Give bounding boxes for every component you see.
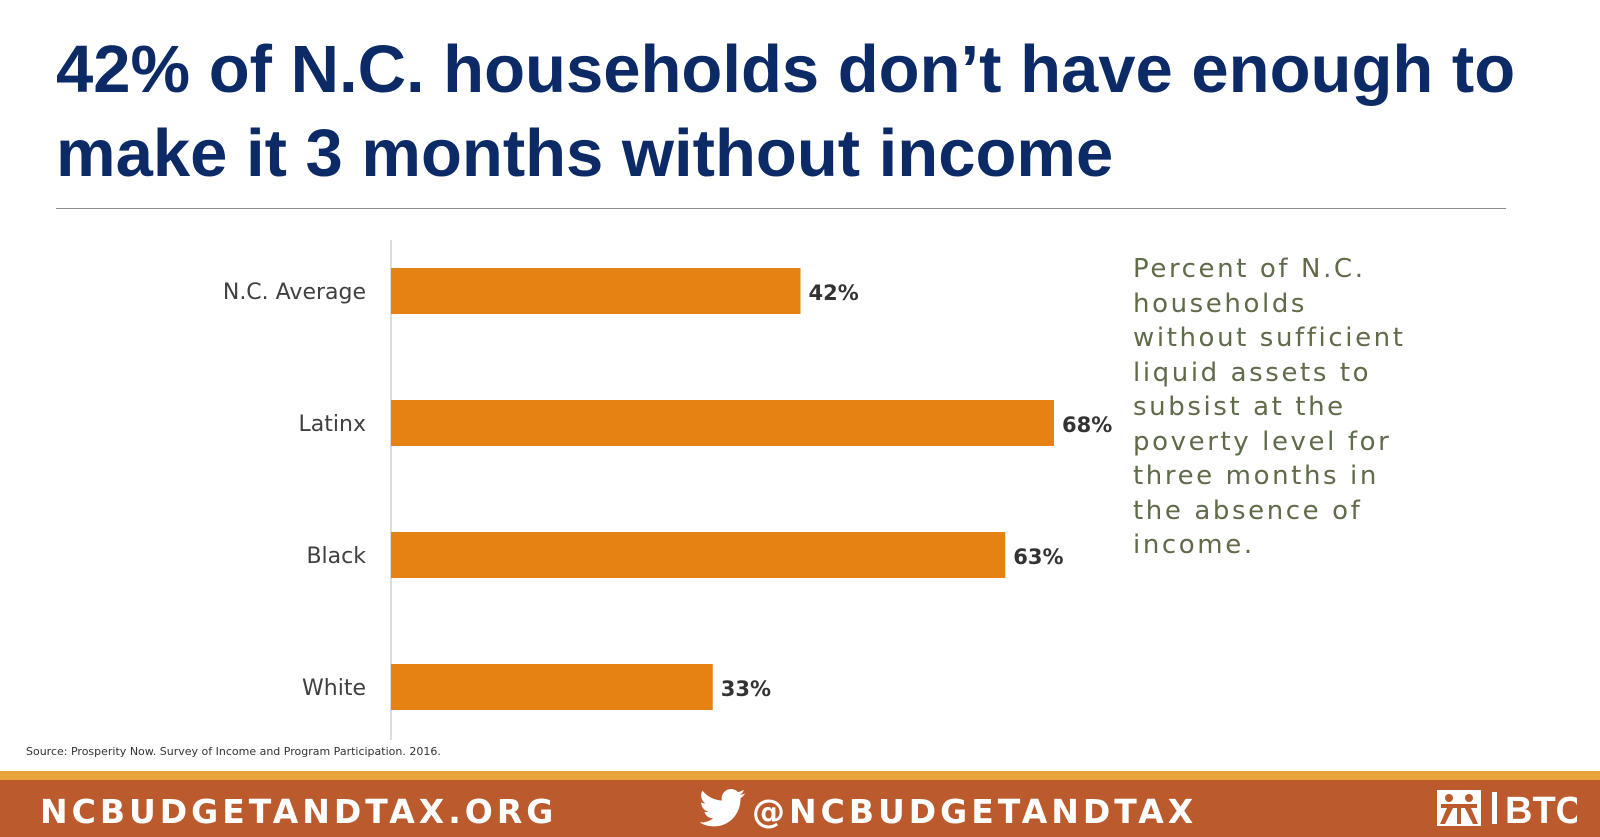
bar-latinx [391,400,1054,446]
website-link[interactable]: NCBUDGETANDTAX.ORG [40,792,558,831]
twitter-handle[interactable]: @NCBUDGETANDTAX [752,792,1198,831]
svg-text:BTC: BTC [1505,790,1577,830]
twitter-bird-icon [700,789,746,827]
footer-band: NCBUDGETANDTAX.ORG @NCBUDGETANDTAX BTC [0,780,1600,837]
chart-description: Percent of N.C. households without suffi… [1133,254,1406,560]
value-label: 63% [1013,545,1063,569]
bar-black [391,532,1006,578]
bar-n-c-average [391,268,801,314]
bar-white [391,664,713,710]
page-title: 42% of N.C. households don’t have enough… [56,32,1516,191]
footer-accent-stripe [0,771,1600,780]
category-label: Latinx [299,412,366,437]
category-label: Black [306,544,366,569]
source-note: Source: Prosperity Now. Survey of Income… [26,745,441,758]
title-divider [56,208,1506,209]
category-label: N.C. Average [223,280,366,305]
btc-logo: BTC [1437,790,1577,830]
bar-chart: N.C. Average 42% Latinx 68% Black 63% White 33% [223,240,1112,740]
value-label: 68% [1062,413,1112,437]
category-label: White [302,676,366,701]
value-label: 42% [809,281,859,305]
value-label: 33% [721,677,771,701]
